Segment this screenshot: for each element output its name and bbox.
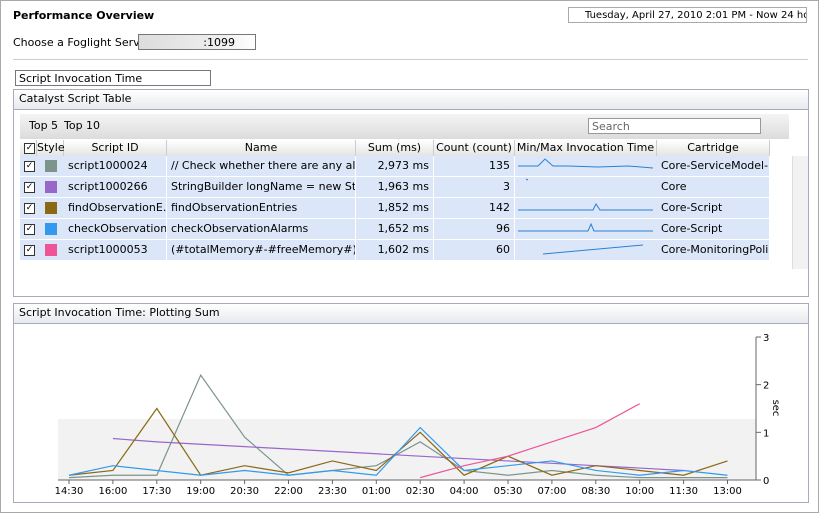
series-line bbox=[68, 426, 728, 476]
y-tick-label: 3 bbox=[763, 333, 769, 344]
checkbox[interactable]: ✓ bbox=[24, 161, 35, 172]
time-range[interactable]: Tuesday, April 27, 2010 2:01 PM - Now 24… bbox=[568, 7, 807, 23]
style-swatch bbox=[45, 202, 57, 214]
x-tick-label: 23:30 bbox=[318, 486, 347, 497]
sparkline bbox=[518, 222, 653, 232]
cell: 135 bbox=[434, 156, 515, 176]
cell: StringBuilder longName = new Strin... bbox=[167, 177, 356, 197]
y-tick-label: 2 bbox=[763, 381, 769, 392]
sparkline bbox=[518, 203, 653, 211]
sparkline bbox=[542, 244, 644, 255]
x-tick-label: 13:00 bbox=[713, 486, 742, 497]
x-tick-label: 14:30 bbox=[55, 486, 84, 497]
cell: 2,973 ms bbox=[356, 156, 434, 176]
cell: 60 bbox=[434, 240, 515, 260]
cell: Core-MonitoringPolicy bbox=[657, 240, 770, 260]
x-tick-label: 08:30 bbox=[581, 486, 610, 497]
y-axis-label: sec bbox=[770, 400, 781, 417]
server-select[interactable]: :1099 bbox=[138, 34, 256, 50]
cell: 3 bbox=[434, 177, 515, 197]
x-tick-label: 04:00 bbox=[450, 486, 479, 497]
x-tick-label: 01:00 bbox=[362, 486, 391, 497]
checkbox[interactable]: ✓ bbox=[24, 224, 35, 235]
cell: findObservationEntries bbox=[167, 198, 356, 218]
cell: 1,602 ms bbox=[356, 240, 434, 260]
cell: script1000024 bbox=[64, 156, 167, 176]
checkbox[interactable]: ✓ bbox=[24, 143, 35, 154]
cell: Core bbox=[657, 177, 770, 197]
y-tick-label: 0 bbox=[763, 476, 769, 487]
x-tick-label: 11:30 bbox=[669, 486, 698, 497]
sparkline bbox=[525, 178, 529, 181]
sparkline-path bbox=[518, 203, 653, 211]
cell: 1,963 ms bbox=[356, 177, 434, 197]
chart-panel-title: Script Invocation Time: Plotting Sum bbox=[14, 304, 808, 324]
checkbox[interactable]: ✓ bbox=[24, 203, 35, 214]
tab[interactable]: Top 5 bbox=[29, 119, 59, 132]
x-tick-label: 02:30 bbox=[406, 486, 435, 497]
cell: 1,652 ms bbox=[356, 219, 434, 239]
cell: findObservationE... bbox=[64, 198, 167, 218]
style-swatch bbox=[45, 160, 57, 172]
column-header: Style bbox=[37, 140, 65, 156]
x-tick-label: 17:30 bbox=[142, 486, 171, 497]
column-header[interactable]: Script ID bbox=[64, 140, 167, 156]
table: ✓ Style Script ID Name Sum (ms) Count (count)… bbox=[1, 1, 818, 301]
sparkline bbox=[518, 158, 654, 169]
cell: 142 bbox=[434, 198, 515, 218]
page-title: Performance Overview bbox=[13, 9, 155, 22]
cell: // Check whether there are any alar... bbox=[167, 156, 356, 176]
series-line bbox=[68, 373, 728, 479]
series-line bbox=[420, 403, 640, 479]
style-swatch bbox=[45, 181, 57, 193]
column-header[interactable]: Count (count) bbox=[434, 140, 515, 156]
divider bbox=[13, 59, 808, 60]
table-panel-title: Catalyst Script Table bbox=[14, 90, 808, 110]
column-header[interactable]: Min/Max Invocation Time bbox=[515, 140, 657, 156]
cell: (#totalMemory#-#freeMemory#)>... bbox=[167, 240, 356, 260]
x-tick-label: 07:00 bbox=[537, 486, 566, 497]
sparkline-path bbox=[518, 158, 654, 169]
x-tick-label: 16:00 bbox=[98, 486, 127, 497]
checkbox[interactable]: ✓ bbox=[24, 245, 35, 256]
cell: checkObservation... bbox=[64, 219, 167, 239]
scrollbar[interactable] bbox=[792, 156, 808, 269]
column-header[interactable]: Name bbox=[167, 140, 356, 156]
sparkline-path bbox=[525, 178, 529, 181]
style-swatch bbox=[45, 244, 57, 256]
sparkline-path bbox=[518, 222, 653, 232]
checkbox[interactable]: ✓ bbox=[24, 182, 35, 193]
search-box[interactable]: Search bbox=[588, 118, 761, 134]
cell: Core-Script bbox=[657, 198, 770, 218]
column-header[interactable]: Sum (ms) bbox=[356, 140, 434, 156]
cell: Core-Script bbox=[657, 219, 770, 239]
style-swatch bbox=[45, 223, 57, 235]
cell: Core-ServiceModel-... bbox=[657, 156, 770, 176]
column-header[interactable]: Cartridge bbox=[657, 140, 770, 156]
x-tick-label: 22:00 bbox=[274, 486, 303, 497]
tab[interactable]: Top 10 bbox=[64, 119, 101, 132]
server-label: Choose a Foglight Server bbox=[13, 36, 151, 49]
metric-select[interactable]: Script Invocation Time bbox=[15, 70, 211, 86]
x-tick-label: 19:00 bbox=[186, 486, 215, 497]
y-tick-label: 1 bbox=[763, 428, 769, 439]
cell: script1000053 bbox=[64, 240, 167, 260]
cell: checkObservationAlarms bbox=[167, 219, 356, 239]
series-line bbox=[112, 437, 684, 472]
cell: 96 bbox=[434, 219, 515, 239]
sparkline-path bbox=[542, 244, 644, 255]
cell: script1000266 bbox=[64, 177, 167, 197]
cell: 1,852 ms bbox=[356, 198, 434, 218]
x-tick-label: 20:30 bbox=[230, 486, 259, 497]
x-tick-label: 10:00 bbox=[625, 486, 654, 497]
x-tick-label: 05:30 bbox=[494, 486, 523, 497]
